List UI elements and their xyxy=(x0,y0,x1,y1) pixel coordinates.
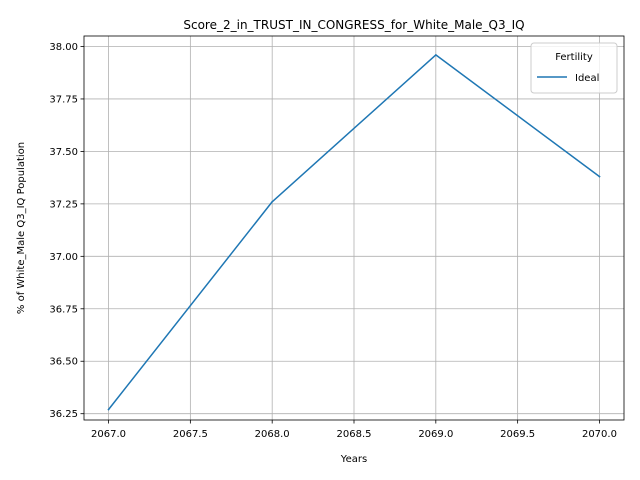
chart-title: Score_2_in_TRUST_IN_CONGRESS_for_White_M… xyxy=(183,18,524,32)
x-tick-label: 2069.5 xyxy=(500,429,535,440)
x-tick-label: 2069.0 xyxy=(418,429,453,440)
series-line-ideal xyxy=(107,54,601,411)
legend-label-ideal: Ideal xyxy=(575,73,599,84)
legend: Fertility Ideal xyxy=(530,42,618,94)
x-tick-label: 2068.0 xyxy=(255,429,290,440)
y-tick-label: 37.75 xyxy=(49,94,78,105)
series-lines xyxy=(107,54,601,411)
y-tick-label: 38.00 xyxy=(49,42,78,53)
data-point xyxy=(435,54,437,56)
legend-frame xyxy=(530,42,618,94)
y-axis-label: % of White_Male Q3_IQ Population xyxy=(16,142,27,314)
x-tick-label: 2070.0 xyxy=(582,429,617,440)
y-axis: 36.25 36.50 36.75 37.00 37.25 37.50 37.75 38.00 xyxy=(49,42,84,420)
x-axis: 2067.0 2067.5 2068.0 2068.5 2069.0 2069.5 2070… xyxy=(91,420,617,440)
y-tick-label: 36.75 xyxy=(49,304,78,315)
data-point xyxy=(271,200,273,203)
y-tick-label: 36.50 xyxy=(49,357,78,368)
y-tick-label: 36.25 xyxy=(49,409,78,420)
y-tick-label: 37.25 xyxy=(49,199,78,210)
data-point xyxy=(598,175,601,178)
y-tick-label: 37.00 xyxy=(49,252,78,263)
x-axis-label: Years xyxy=(340,454,367,465)
grid-lines xyxy=(84,36,624,420)
data-point xyxy=(107,408,110,411)
x-tick-label: 2068.5 xyxy=(337,429,372,440)
y-tick-label: 37.50 xyxy=(49,147,78,158)
x-tick-label: 2067.0 xyxy=(91,429,126,440)
legend-title: Fertility xyxy=(555,52,593,63)
x-tick-label: 2067.5 xyxy=(173,429,208,440)
